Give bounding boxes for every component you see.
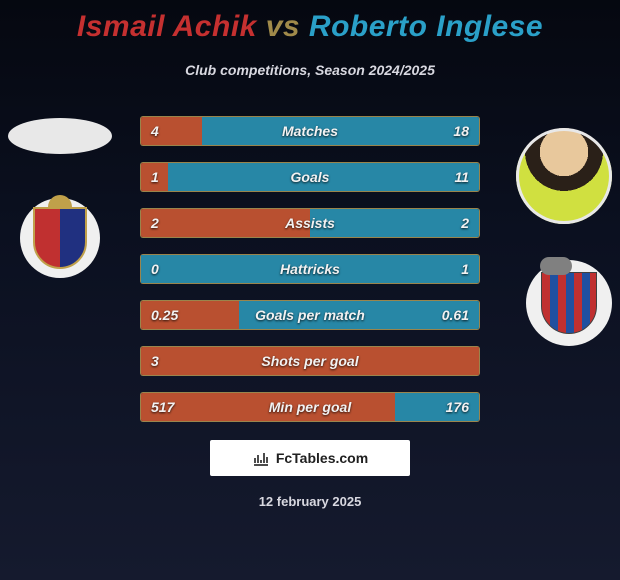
stat-row: 0.250.61Goals per match <box>140 300 480 330</box>
player2-name: Roberto Inglese <box>309 10 543 43</box>
player2-avatar <box>516 128 612 224</box>
stat-label: Hattricks <box>141 255 479 283</box>
stat-row: 22Assists <box>140 208 480 238</box>
comparison-title: Ismail Achik vs Roberto Inglese <box>0 0 620 44</box>
stat-row: 3Shots per goal <box>140 346 480 376</box>
club-crest-icon <box>33 207 87 269</box>
date-label: 12 february 2025 <box>0 494 620 509</box>
stat-label: Shots per goal <box>141 347 479 375</box>
stat-label: Goals per match <box>141 301 479 329</box>
stats-container: 418Matches 111Goals 22Assists 01Hattricks 0.… <box>140 116 480 422</box>
player1-club-badge <box>20 198 100 278</box>
source-logo: FcTables.com <box>210 440 410 476</box>
player1-avatar <box>8 118 112 154</box>
player2-club-badge <box>526 260 612 346</box>
stat-row: 517176Min per goal <box>140 392 480 422</box>
stat-label: Min per goal <box>141 393 479 421</box>
vs-label: vs <box>266 10 300 43</box>
stat-row: 01Hattricks <box>140 254 480 284</box>
player1-name: Ismail Achik <box>77 10 257 43</box>
stat-label: Goals <box>141 163 479 191</box>
club-crest-icon <box>541 272 597 334</box>
stat-row: 111Goals <box>140 162 480 192</box>
chart-icon <box>252 449 270 467</box>
stat-row: 418Matches <box>140 116 480 146</box>
stat-label: Matches <box>141 117 479 145</box>
stat-label: Assists <box>141 209 479 237</box>
subtitle: Club competitions, Season 2024/2025 <box>0 62 620 78</box>
source-text: FcTables.com <box>276 450 368 466</box>
